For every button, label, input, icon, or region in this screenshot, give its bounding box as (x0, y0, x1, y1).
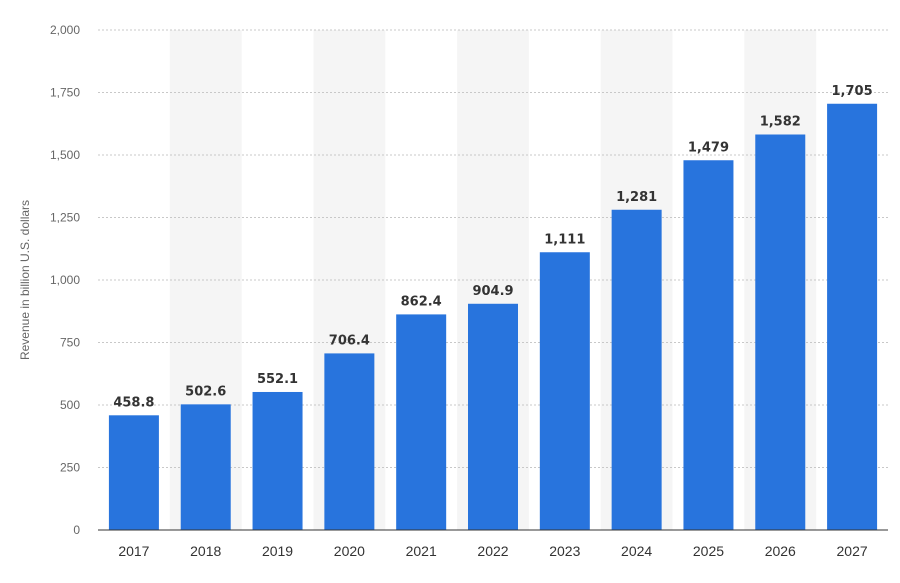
x-tick-label: 2026 (765, 543, 796, 559)
x-tick-label: 2018 (190, 543, 221, 559)
data-label: 1,705 (832, 84, 873, 99)
x-tick-label: 2017 (118, 543, 149, 559)
bars (108, 103, 878, 530)
x-tick-label: 2023 (549, 543, 580, 559)
data-label: 1,479 (688, 140, 729, 155)
data-labels: 458.8 502.6 552.1 706.4 862.4 904.9 1,111 1,281… (113, 84, 872, 411)
y-tick-label: 1,250 (50, 211, 80, 225)
y-tick-label: 2,000 (50, 23, 80, 37)
bar-2024 (611, 209, 662, 530)
bar-2023 (539, 252, 590, 530)
y-tick-label: 1,750 (50, 86, 80, 100)
x-tick-label: 2020 (334, 543, 365, 559)
y-tick-label: 1,500 (50, 148, 80, 162)
data-label: 1,582 (760, 115, 801, 130)
data-label: 904.9 (472, 284, 513, 299)
bar-2018 (180, 404, 231, 530)
bar-2027 (827, 103, 878, 530)
x-tick-label: 2025 (693, 543, 724, 559)
bar-2025 (683, 160, 734, 530)
x-tick-label: 2021 (406, 543, 437, 559)
y-axis-label: Revenue in billion U.S. dollars (18, 200, 32, 360)
data-label: 706.4 (329, 333, 370, 348)
data-label: 1,281 (616, 190, 657, 205)
bar-2017 (108, 415, 159, 530)
data-label: 502.6 (185, 384, 226, 399)
bar-2021 (396, 314, 447, 530)
data-label: 552.1 (257, 372, 298, 387)
x-tick-label: 2019 (262, 543, 293, 559)
y-tick-label: 1,000 (50, 273, 80, 287)
bar-2026 (755, 134, 806, 530)
data-label: 458.8 (113, 395, 154, 410)
bar-2019 (252, 391, 303, 530)
bar-2020 (324, 353, 375, 530)
x-tick-label: 2024 (621, 543, 652, 559)
x-tick-label: 2022 (477, 543, 508, 559)
y-tick-label: 250 (60, 461, 80, 475)
data-label: 862.4 (401, 294, 442, 309)
y-tick-label: 750 (60, 336, 80, 350)
y-axis-ticks: 0 250 500 750 1,000 1,250 1,500 1,750 2,000 (50, 23, 80, 537)
bar-2022 (468, 303, 518, 530)
x-axis-ticks: 2017 2018 2019 2020 2021 2022 2023 2024 2025 2026… (118, 543, 868, 559)
x-tick-label: 2027 (837, 543, 868, 559)
y-tick-label: 0 (73, 523, 80, 537)
data-label: 1,111 (544, 232, 585, 247)
y-tick-label: 500 (60, 398, 80, 412)
